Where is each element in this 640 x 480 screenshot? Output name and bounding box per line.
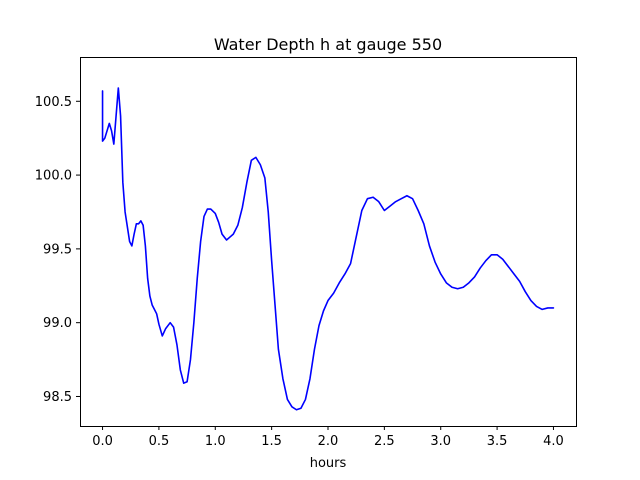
y-tick-label: 100.5 <box>35 95 72 110</box>
x-tick-label: 4.0 <box>543 434 564 449</box>
plot-frame <box>80 57 577 427</box>
x-tick-label: 1.0 <box>205 434 226 449</box>
x-axis-label: hours <box>310 456 347 471</box>
x-axis: 0.0 0.5 1.0 1.5 2.0 2.5 3.0 3.5 4.0 <box>92 426 564 449</box>
plot-area <box>101 87 555 411</box>
x-tick-label: 0.5 <box>149 434 170 449</box>
y-axis: 98.5 99.0 99.5 100.0 100.5 <box>35 95 80 405</box>
x-tick-label: 2.5 <box>374 434 395 449</box>
x-tick-label: 0.0 <box>92 434 113 449</box>
x-tick-label: 3.0 <box>430 434 451 449</box>
y-tick-label: 98.5 <box>43 390 72 405</box>
x-tick-label: 1.5 <box>261 434 282 449</box>
y-tick-label: 99.5 <box>43 242 72 257</box>
y-tick-label: 99.0 <box>43 316 72 331</box>
x-tick-label: 2.0 <box>318 434 339 449</box>
series-line-0 <box>101 87 555 411</box>
chart-title: Water Depth h at gauge 550 <box>214 35 442 54</box>
x-tick-label: 3.5 <box>487 434 508 449</box>
y-tick-label: 100.0 <box>35 169 72 184</box>
